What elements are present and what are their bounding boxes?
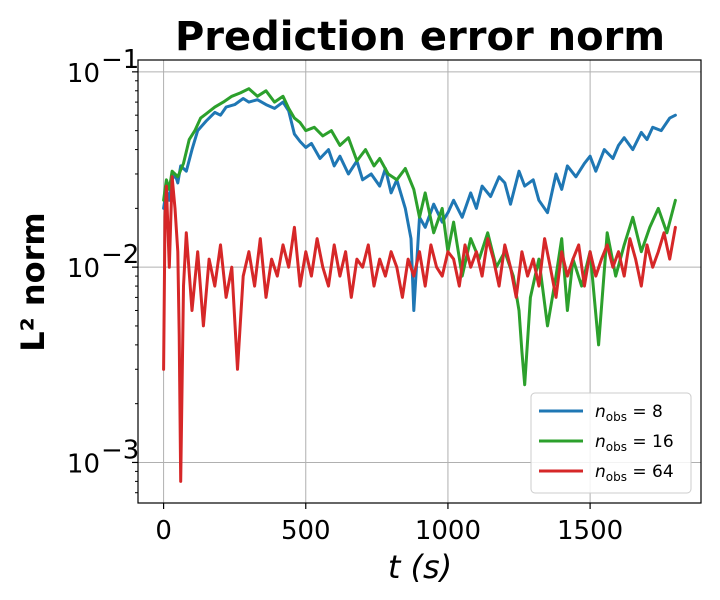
y-tick-label: 10 bbox=[67, 254, 100, 284]
y-tick-label: 10 bbox=[67, 59, 100, 89]
legend: nobs = 8 nobs = 16 nobs = 64 bbox=[530, 392, 692, 494]
series-line-1 bbox=[162, 97, 677, 312]
y-tick-exponent: −3 bbox=[101, 435, 139, 465]
x-axis-label: t (s) bbox=[388, 548, 452, 586]
y-tick-exponent: −2 bbox=[101, 240, 139, 270]
y-axis-label: L² norm bbox=[14, 212, 52, 351]
x-tick-label: 0 bbox=[155, 516, 172, 546]
legend-label-2: nobs = 16 bbox=[595, 432, 674, 454]
plot-frame bbox=[137, 59, 702, 504]
legend-box bbox=[530, 392, 692, 494]
y-tick-exponent: −1 bbox=[101, 45, 139, 75]
y-axis: 10−310−210−1 bbox=[67, 45, 139, 480]
x-axis: 0 500 1000 1500 bbox=[155, 503, 623, 546]
legend-label-3: nobs = 64 bbox=[595, 462, 674, 484]
series-line-2 bbox=[162, 87, 677, 387]
x-tick-label: 1500 bbox=[557, 516, 623, 546]
y-tick-label: 10 bbox=[67, 449, 100, 479]
legend-label-1: nobs = 8 bbox=[595, 402, 663, 424]
chart-title: Prediction error norm bbox=[175, 14, 665, 60]
x-tick-label: 500 bbox=[281, 516, 331, 546]
series-layer bbox=[162, 87, 677, 483]
series-line-3 bbox=[162, 175, 677, 483]
x-tick-label: 1000 bbox=[415, 516, 481, 546]
